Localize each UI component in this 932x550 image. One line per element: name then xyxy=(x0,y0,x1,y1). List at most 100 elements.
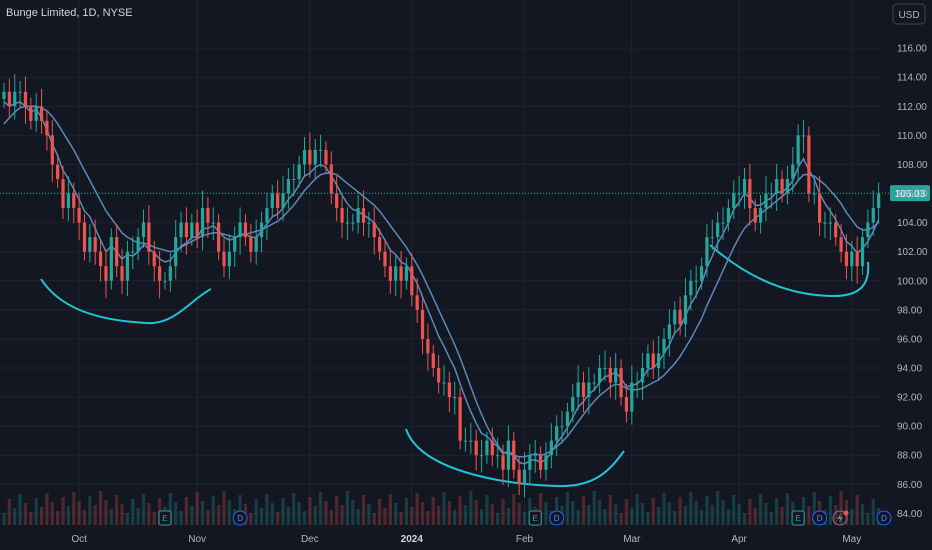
alert-icon-ring[interactable] xyxy=(832,510,848,526)
candle-body[interactable] xyxy=(603,367,607,369)
candle-body[interactable] xyxy=(45,120,49,136)
candle-body[interactable] xyxy=(340,208,344,223)
candle-body[interactable] xyxy=(737,193,741,195)
candle-body[interactable] xyxy=(689,280,693,296)
price-axis[interactable]: 116.00 114.00 112.00 110.00 108.00 106.00 104.… xyxy=(897,44,928,520)
candle-body[interactable] xyxy=(479,455,484,457)
candle-body[interactable] xyxy=(619,367,623,398)
candle-body[interactable] xyxy=(372,222,376,238)
candle-body[interactable] xyxy=(184,222,189,238)
dividend-badge-frame[interactable] xyxy=(232,510,248,526)
candle-body[interactable] xyxy=(399,266,403,281)
candle-body[interactable] xyxy=(77,208,81,223)
candle-body[interactable] xyxy=(721,222,725,224)
candle-body[interactable] xyxy=(866,222,870,238)
candle-body[interactable] xyxy=(233,237,237,252)
candle-body[interactable] xyxy=(276,193,280,209)
candle-body[interactable] xyxy=(662,338,666,354)
candle-body[interactable] xyxy=(753,208,757,223)
time-axis[interactable]: Oct Nov Dec 2024 Feb Mar Apr May xyxy=(71,534,861,545)
candle-body[interactable] xyxy=(651,353,655,368)
candle-body[interactable] xyxy=(313,149,317,165)
candle-body[interactable] xyxy=(152,251,156,267)
earnings-badge-frame[interactable] xyxy=(791,510,805,526)
candle-body[interactable] xyxy=(458,397,462,441)
candle-body[interactable] xyxy=(657,353,661,368)
candle-body[interactable] xyxy=(598,367,602,383)
candle-body[interactable] xyxy=(571,397,575,412)
candle-body[interactable] xyxy=(259,222,264,238)
candle-body[interactable] xyxy=(426,338,430,354)
candle-body[interactable] xyxy=(104,266,108,281)
candle-body[interactable] xyxy=(206,208,210,223)
drawing-curve-left[interactable] xyxy=(40,278,212,325)
candle-body[interactable] xyxy=(88,237,92,252)
candle-body[interactable] xyxy=(742,179,747,194)
candle-body[interactable] xyxy=(646,353,650,368)
candle-body[interactable] xyxy=(801,135,806,137)
candle-body[interactable] xyxy=(538,455,543,470)
candle-body[interactable] xyxy=(517,469,521,485)
candle-body[interactable] xyxy=(308,149,312,165)
candle-body[interactable] xyxy=(329,164,333,194)
dividend-badge[interactable]: D xyxy=(876,510,892,526)
candle-body[interactable] xyxy=(195,222,199,238)
candle-body[interactable] xyxy=(807,135,811,194)
candle-body[interactable] xyxy=(501,455,505,470)
candle-body[interactable] xyxy=(23,91,28,107)
dividend-badge[interactable]: D xyxy=(232,510,248,526)
candle-body[interactable] xyxy=(533,455,537,457)
candle-body[interactable] xyxy=(93,237,97,252)
candle-body[interactable] xyxy=(404,266,409,281)
candle-body[interactable] xyxy=(608,367,612,383)
candle-body[interactable] xyxy=(174,237,178,267)
candle-body[interactable] xyxy=(780,179,784,194)
dividend-badge[interactable]: D xyxy=(549,510,565,526)
candle-body[interactable] xyxy=(490,440,494,456)
candle-body[interactable] xyxy=(716,222,720,238)
candle-body[interactable] xyxy=(694,280,698,282)
candle-body[interactable] xyxy=(7,91,11,107)
candle-body[interactable] xyxy=(726,208,730,223)
candle-body[interactable] xyxy=(361,208,366,223)
candle-body[interactable] xyxy=(592,382,596,384)
candle-body[interactable] xyxy=(297,164,301,180)
candle-body[interactable] xyxy=(141,222,146,238)
candle-body[interactable] xyxy=(522,469,527,485)
candle-body[interactable] xyxy=(281,193,285,209)
candle-body[interactable] xyxy=(699,266,704,281)
candle-body[interactable] xyxy=(732,193,736,209)
candle-body[interactable] xyxy=(147,222,151,252)
candle-body[interactable] xyxy=(72,193,76,209)
candle-body[interactable] xyxy=(265,208,269,223)
candle-body[interactable] xyxy=(302,149,307,165)
candle-body[interactable] xyxy=(217,222,221,252)
dividend-badge[interactable]: D xyxy=(812,510,828,526)
candle-body[interactable] xyxy=(56,164,60,180)
candle-body[interactable] xyxy=(39,106,44,121)
currency-button[interactable]: USD xyxy=(892,3,926,25)
candle-body[interactable] xyxy=(318,149,323,151)
earnings-badge[interactable]: E xyxy=(528,510,542,526)
candle-body[interactable] xyxy=(29,106,33,121)
candle-body[interactable] xyxy=(812,193,816,195)
candle-body[interactable] xyxy=(335,193,339,209)
candle-body[interactable] xyxy=(453,397,457,399)
drawing-curve-middle[interactable] xyxy=(405,428,625,488)
candle-body[interactable] xyxy=(383,251,387,267)
candle-body[interactable] xyxy=(388,266,392,281)
candle-body[interactable] xyxy=(98,251,103,267)
candle-body[interactable] xyxy=(356,208,360,223)
candle-body[interactable] xyxy=(587,382,591,398)
candle-body[interactable] xyxy=(50,135,54,165)
candle-body[interactable] xyxy=(469,440,473,442)
candle-body[interactable] xyxy=(82,222,87,252)
earnings-badge[interactable]: E xyxy=(791,510,805,526)
candle-body[interactable] xyxy=(823,222,827,224)
candle-body[interactable] xyxy=(394,266,398,281)
candle-body[interactable] xyxy=(705,237,709,267)
earnings-badge[interactable]: E xyxy=(158,510,172,526)
candle-body[interactable] xyxy=(200,208,205,238)
candle-body[interactable] xyxy=(115,237,119,267)
candle-body[interactable] xyxy=(576,382,580,398)
